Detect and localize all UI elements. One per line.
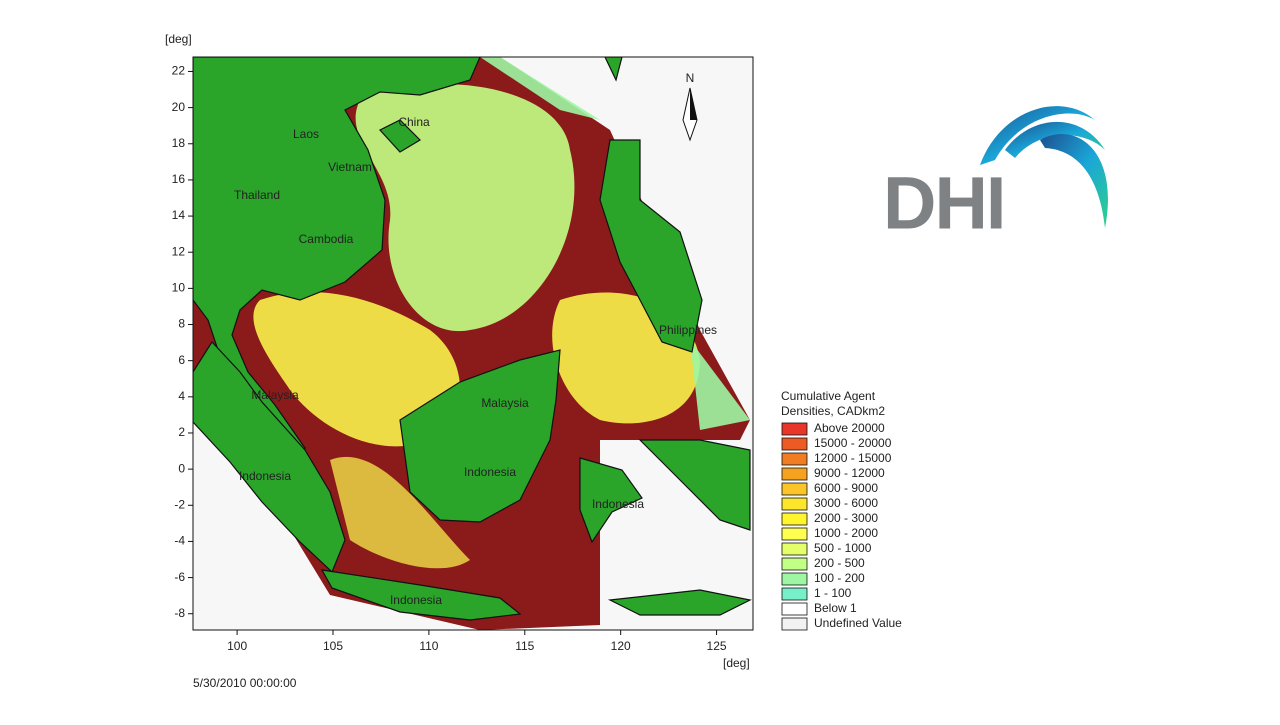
- density-patch: [253, 291, 460, 447]
- place-label: Vietnam: [328, 160, 372, 174]
- legend-swatch: [781, 452, 808, 466]
- place-labels: China Laos Vietnam Thailand Cambodia Philippi…: [234, 115, 717, 607]
- legend-label: 9000 - 12000: [814, 466, 885, 480]
- timestamp: 5/30/2010 00:00:00: [193, 676, 297, 690]
- y-tick-label: 16: [172, 172, 186, 186]
- land: [599, 139, 703, 353]
- y-tick-label: 18: [172, 136, 186, 150]
- place-label: Indonesia: [464, 465, 516, 479]
- legend-label: 1000 - 2000: [814, 526, 878, 540]
- legend-swatch: [781, 587, 808, 601]
- y-tick-label: 8: [178, 317, 185, 331]
- plot-frame: [192, 56, 754, 631]
- place-label: Indonesia: [390, 593, 442, 607]
- axes: 100 105 110 115 120 125 -8 -6 -4 -2 0 2 4 6 8 10 12 14 16 1…: [172, 64, 727, 654]
- y-tick-label: -6: [174, 570, 185, 584]
- place-label: Malaysia: [481, 396, 529, 410]
- legend-label: Undefined Value: [814, 616, 902, 630]
- place-label: Laos: [293, 127, 319, 141]
- y-tick-label: 20: [172, 100, 186, 114]
- legend-label: 6000 - 9000: [814, 481, 878, 495]
- x-tick-label: 120: [611, 639, 631, 653]
- legend-label: 15000 - 20000: [814, 436, 892, 450]
- legend-swatch: [781, 437, 808, 451]
- legend-swatch: [781, 512, 808, 526]
- legend-label: Above 20000: [814, 421, 885, 435]
- land: [399, 349, 561, 523]
- map: China Laos Vietnam Thailand Cambodia Philippi…: [193, 57, 753, 630]
- legend-swatch: [781, 602, 808, 616]
- place-label: Malaysia: [251, 388, 299, 402]
- land: [604, 57, 623, 82]
- legend-label: 2000 - 3000: [814, 511, 878, 525]
- north-arrow: N: [682, 71, 698, 142]
- legend-swatch: [781, 497, 808, 511]
- north-label: N: [686, 71, 695, 85]
- x-unit: [deg]: [723, 656, 750, 670]
- x-tick-label: 125: [707, 639, 727, 653]
- land: [193, 341, 346, 574]
- legend-label: 12000 - 15000: [814, 451, 892, 465]
- legend-swatch: [781, 572, 808, 586]
- y-tick-label: 6: [178, 353, 185, 367]
- y-tick-label: 4: [178, 389, 185, 403]
- y-tick-label: -8: [174, 606, 185, 620]
- y-unit: [deg]: [165, 32, 192, 46]
- legend-label: 500 - 1000: [814, 541, 872, 555]
- place-label: China: [398, 115, 430, 129]
- place-label: Philippines: [659, 323, 717, 337]
- legend-label: 3000 - 6000: [814, 496, 878, 510]
- y-tick-label: 14: [172, 208, 186, 222]
- y-tick-label: 22: [172, 64, 186, 78]
- land: [638, 439, 751, 531]
- x-tick-label: 115: [515, 639, 534, 653]
- y-tick-label: 0: [178, 461, 185, 475]
- legend-label: 1 - 100: [814, 586, 852, 600]
- density-patch: [690, 340, 750, 430]
- y-tick-label: 10: [172, 281, 186, 295]
- x-tick-label: 100: [227, 639, 247, 653]
- legend-swatch: [781, 527, 808, 541]
- land: [379, 119, 421, 153]
- land: [607, 589, 752, 616]
- legend: Cumulative Agent Densities, CADkm2 Above…: [781, 389, 902, 631]
- legend-label: 100 - 200: [814, 571, 865, 585]
- place-label: Indonesia: [592, 497, 644, 511]
- land: [320, 569, 522, 621]
- legend-label: 200 - 500: [814, 556, 865, 570]
- x-tick-label: 110: [419, 639, 438, 653]
- place-label: Thailand: [234, 188, 280, 202]
- y-tick-label: -2: [174, 497, 185, 511]
- legend-label: Below 1: [814, 601, 857, 615]
- x-tick-label: 105: [323, 639, 343, 653]
- land: [579, 457, 643, 544]
- logo: DHI: [883, 106, 1108, 245]
- place-label: Cambodia: [299, 232, 354, 246]
- y-tick-label: 2: [178, 425, 185, 439]
- legend-title: Cumulative Agent: [781, 389, 876, 403]
- y-tick-label: 12: [172, 244, 186, 258]
- legend-title: Densities, CADkm2: [781, 404, 885, 418]
- legend-swatch: [781, 557, 808, 571]
- density-patch: [480, 57, 600, 120]
- y-tick-label: -4: [174, 534, 185, 548]
- legend-swatch: [781, 422, 808, 436]
- logo-text: DHI: [883, 162, 1004, 245]
- legend-swatch: [781, 617, 808, 631]
- legend-swatch: [781, 542, 808, 556]
- legend-swatch: [781, 467, 808, 481]
- place-label: Indonesia: [239, 469, 291, 483]
- density-patch: [330, 456, 470, 569]
- legend-swatch: [781, 482, 808, 496]
